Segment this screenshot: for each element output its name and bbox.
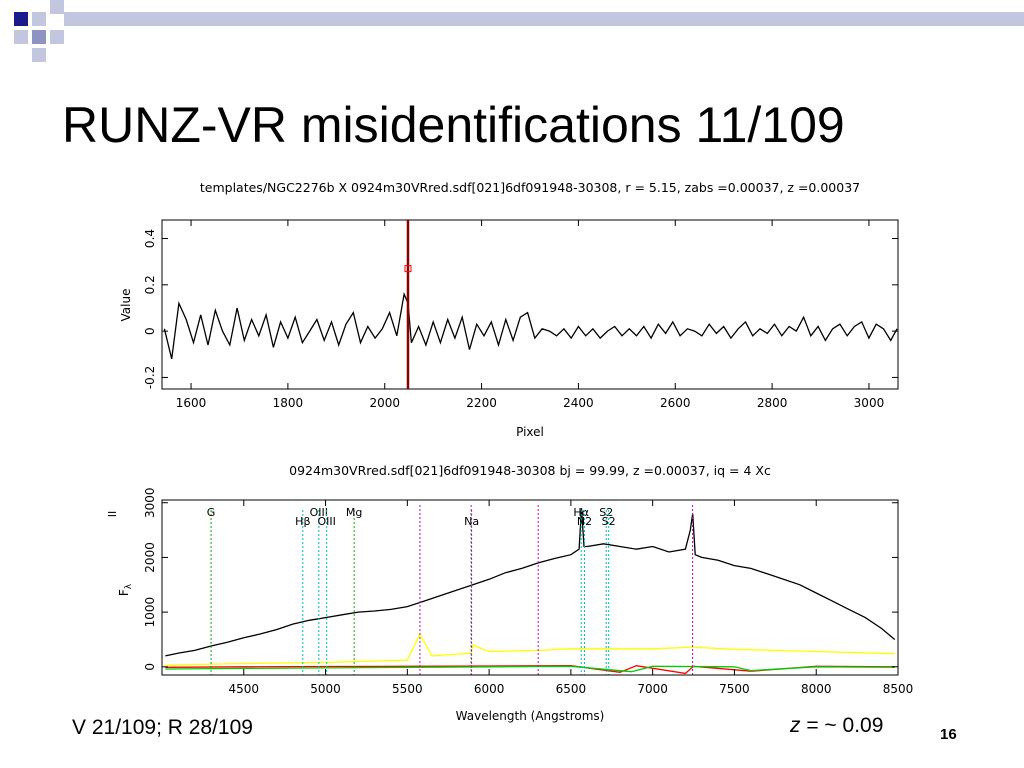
plot-frame <box>161 499 899 676</box>
y-tick-label: 0 <box>143 327 157 335</box>
spectral-line-label: OIII <box>318 515 336 528</box>
spectral-line-label: OIII <box>310 506 328 519</box>
deco-square <box>32 48 46 62</box>
chart-title: templates/NGC2276b X 0924m30VRred.sdf[02… <box>200 180 860 195</box>
series-line <box>165 508 896 657</box>
series-group <box>163 220 898 389</box>
spectral-line-label: G <box>207 506 216 519</box>
y-tick-label: 0.4 <box>143 229 157 248</box>
spectral-line-label: S2 <box>599 506 613 519</box>
y-tick-label: 0.2 <box>143 275 157 294</box>
x-tick-label: 8000 <box>801 682 832 696</box>
plot-frame <box>161 219 899 390</box>
series-line <box>163 291 898 360</box>
x-tick-label: 1800 <box>273 396 304 410</box>
redshift-variable: z <box>790 714 801 737</box>
x-tick-label: 8500 <box>883 682 914 696</box>
series-line <box>165 665 895 673</box>
deco-square <box>14 30 28 44</box>
page-number: 16 <box>940 726 957 743</box>
x-axis-label: Wavelength (Angstroms) <box>456 709 605 723</box>
spectral-line-label: N2 <box>577 515 592 528</box>
deco-square <box>50 0 64 14</box>
series-line <box>165 665 895 675</box>
x-tick-label: 1600 <box>176 396 207 410</box>
x-tick-label: 2800 <box>757 396 788 410</box>
y-tick-label: 0 <box>143 663 157 671</box>
spectral-line-label: S2 <box>602 515 616 528</box>
left-edge-label: II <box>106 511 119 518</box>
x-tick-label: 6500 <box>556 682 587 696</box>
footer-completeness-stats: V 21/109; R 28/109 <box>72 716 253 739</box>
footer-redshift: z = ~ 0.09 <box>790 714 883 738</box>
deco-square <box>14 12 28 26</box>
corner-decoration <box>14 0 1024 62</box>
x-tick-label: 2200 <box>466 396 497 410</box>
x-tick-label: 7000 <box>637 682 668 696</box>
series-line <box>165 632 895 666</box>
peak-marker <box>404 265 412 273</box>
deco-bar <box>64 12 1024 26</box>
x-tick-label: 5500 <box>392 682 423 696</box>
x-tick-label: 2600 <box>660 396 691 410</box>
spectral-line-label: Mg <box>346 506 362 519</box>
y-tick-label: -0.2 <box>143 366 157 389</box>
deco-square <box>32 12 46 26</box>
redshift-value: = ~ 0.09 <box>800 714 884 737</box>
x-tick-label: 4500 <box>229 682 260 696</box>
deco-square <box>32 30 46 44</box>
spectral-line-label: Na <box>464 515 479 528</box>
slide-title: RUNZ-VR misidentifications 11/109 <box>62 97 845 153</box>
x-axis-label: Pixel <box>516 425 544 439</box>
y-tick-label: 3000 <box>143 487 157 518</box>
x-tick-label: 6000 <box>474 682 505 696</box>
x-tick-label: 5000 <box>310 682 341 696</box>
y-tick-label: 2000 <box>143 542 157 573</box>
x-tick-label: 2400 <box>563 396 594 410</box>
spectral-line-label: Hβ <box>295 515 310 528</box>
spectral-line-label: Hα <box>573 506 589 519</box>
chart-title: 0924m30VRred.sdf[021]6df091948-30308 bj … <box>289 463 771 478</box>
tick-group: 1600 1800 2000 2200 2400 2600 2800 3000 -0.2 0 0.2… <box>143 220 898 410</box>
x-tick-label: 2000 <box>369 396 400 410</box>
x-tick-label: 3000 <box>854 396 885 410</box>
x-tick-label: 7500 <box>719 682 750 696</box>
tick-group: 4500 5000 5500 6000 6500 7000 7500 8000 8500 0 100… <box>143 487 913 696</box>
y-axis-label: Value <box>119 289 133 322</box>
y-axis-label: Fλ <box>117 583 134 596</box>
deco-square <box>50 30 64 44</box>
y-tick-label: 1000 <box>143 597 157 628</box>
